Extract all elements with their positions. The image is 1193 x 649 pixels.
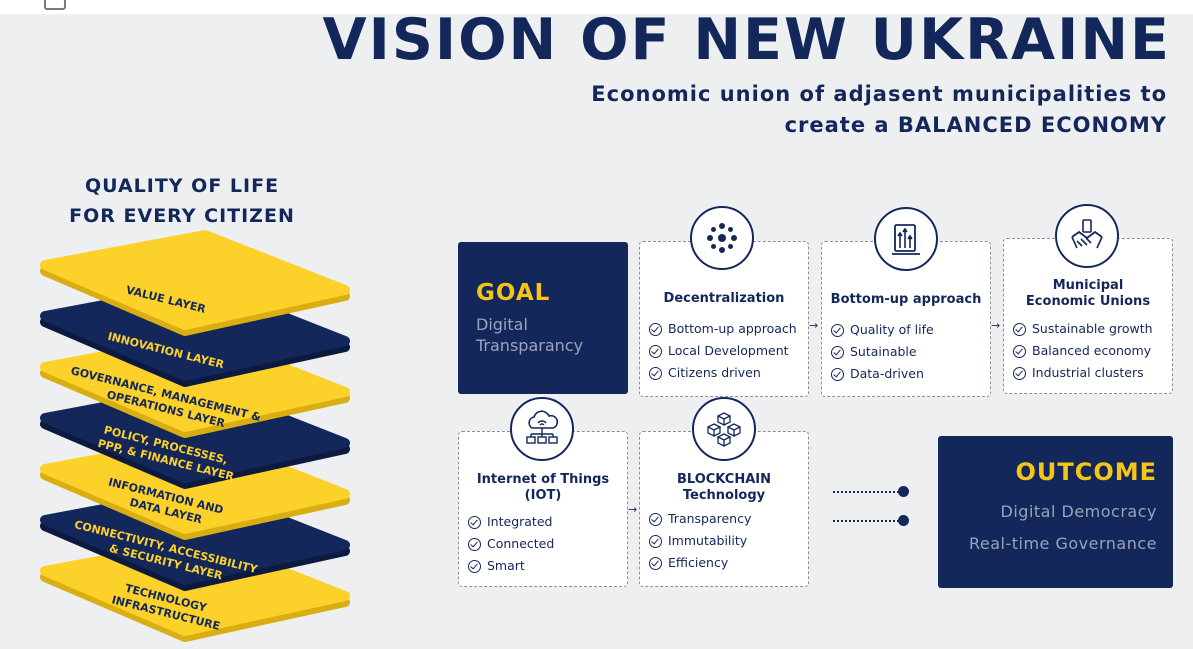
list-item: Smart [468, 555, 554, 577]
network-icon-badge [690, 206, 754, 270]
quality-line-1: QUALITY OF LIFE [84, 175, 280, 197]
check-circle-icon [468, 537, 481, 551]
blockchain-cubes-icon [706, 412, 742, 448]
card-title: Bottom-up approach [830, 292, 982, 307]
check-circle-icon [649, 534, 662, 548]
subtitle-line-2: create a BALANCED ECONOMY [784, 113, 1167, 137]
check-circle-icon [649, 344, 662, 358]
goal-title: GOAL [476, 280, 551, 306]
quality-heading: QUALITY OF LIFE FOR EVERY CITIZEN [22, 171, 342, 231]
list-item: Immutability [649, 530, 751, 552]
bottom-up-items: Quality of life Sutainable Data-driven [831, 319, 934, 385]
list-item: Connected [468, 533, 554, 555]
list-item: Balanced economy [1013, 340, 1153, 362]
arrow-right-icon: → [628, 503, 638, 516]
connector-dot [898, 515, 909, 526]
layer-slab: VALUE LAYER [40, 230, 350, 336]
check-circle-icon [831, 345, 844, 359]
check-circle-icon [1013, 322, 1026, 336]
handshake-icon [1071, 219, 1103, 249]
connector-dot [898, 486, 909, 497]
list-item: Sutainable [831, 341, 934, 363]
goal-text: Digital Transparancy [476, 314, 583, 356]
blockchain-cubes-icon-badge [692, 397, 756, 461]
list-item: Citizens driven [649, 362, 797, 384]
check-circle-icon [468, 515, 481, 529]
growth-chart-icon-badge [874, 207, 938, 271]
list-item: Quality of life [831, 319, 934, 341]
check-circle-icon [649, 512, 662, 526]
card-title: Municipal Economic Unions [1025, 278, 1151, 309]
connector-line [833, 491, 903, 493]
list-item: Data-driven [831, 363, 934, 385]
goal-line-2: Transparancy [476, 336, 584, 355]
card-title: Decentralization [663, 291, 785, 306]
outcome-box: OUTCOME Digital Democracy Real-time Gove… [938, 436, 1173, 588]
layer-stack: TECHNOLOGY INFRASTRUCTURE CONNECTIVITY, AC… [0, 228, 380, 649]
decentralization-items: Bottom-up approach Local Development Cit… [649, 318, 797, 384]
list-item: Bottom-up approach [649, 318, 797, 340]
list-item: Sustainable growth [1013, 318, 1153, 340]
top-toolbar-strip [0, 0, 1193, 14]
decentralization-card: Decentralization Bottom-up approach Loca… [639, 241, 809, 397]
iot-items: Integrated Connected Smart [468, 511, 554, 577]
check-circle-icon [831, 367, 844, 381]
list-item: Efficiency [649, 552, 751, 574]
check-circle-icon [649, 556, 662, 570]
handshake-icon-badge [1055, 204, 1119, 268]
card-title: Internet of Things (IOT) [476, 472, 610, 503]
check-circle-icon [1013, 366, 1026, 380]
growth-chart-icon [892, 224, 920, 255]
check-circle-icon [1013, 344, 1026, 358]
subtitle: Economic union of adjasent municipalitie… [591, 79, 1167, 141]
check-circle-icon [649, 366, 662, 380]
page-title: VISION OF NEW UKRAINE [322, 7, 1171, 73]
outcome-title: OUTCOME [1015, 458, 1157, 486]
network-icon [707, 223, 737, 253]
subtitle-line-1: Economic union of adjasent municipalitie… [591, 82, 1167, 106]
check-circle-icon [831, 323, 844, 337]
list-item: Local Development [649, 340, 797, 362]
outcome-line-2: Real-time Governance [968, 534, 1157, 553]
quality-line-2: FOR EVERY CITIZEN [69, 205, 295, 227]
list-item: Transparency [649, 508, 751, 530]
list-item: Industrial clusters [1013, 362, 1153, 384]
municipal-items: Sustainable growth Balanced economy Indu… [1013, 318, 1153, 384]
card-title: BLOCKCHAIN Technology [676, 472, 771, 503]
check-circle-icon [468, 559, 481, 573]
arrow-right-icon: → [991, 319, 1001, 332]
list-item: Integrated [468, 511, 554, 533]
check-circle-icon [649, 322, 662, 336]
window-icon [44, 0, 66, 10]
cloud-network-icon [526, 410, 559, 444]
blockchain-items: Transparency Immutability Efficiency [649, 508, 751, 574]
outcome-line-1: Digital Democracy [1000, 502, 1157, 521]
connector-line [833, 520, 903, 522]
cloud-network-icon-badge [510, 397, 574, 461]
goal-line-1: Digital [476, 315, 528, 334]
arrow-right-icon: → [809, 319, 819, 332]
goal-box: GOAL Digital Transparancy [458, 242, 628, 394]
